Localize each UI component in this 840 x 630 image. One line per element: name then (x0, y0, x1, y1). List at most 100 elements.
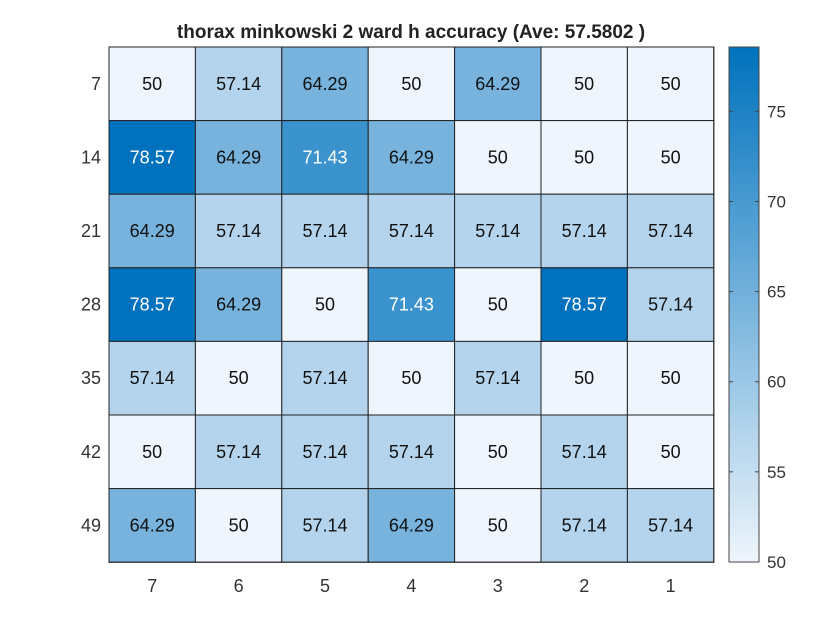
cell-value-label: 57.14 (302, 515, 347, 535)
heatmap-cell (540, 488, 628, 563)
cell-value-label: 64.29 (389, 515, 434, 535)
cell-value-label: 71.43 (389, 295, 434, 315)
heatmap-cell (281, 340, 369, 416)
y-tick-label: 49 (81, 515, 101, 535)
y-tick-label: 21 (81, 221, 101, 241)
cell-value-label: 64.29 (216, 147, 261, 167)
heatmap-cell (281, 120, 369, 195)
x-axis-ticks: 7 6 5 4 3 2 1 (147, 576, 675, 596)
heatmap-cell (454, 120, 542, 195)
heatmap-cell (626, 193, 715, 269)
heatmap-cell (108, 340, 196, 416)
cell-value-label: 57.14 (216, 74, 261, 94)
cell-value-label: 50 (661, 74, 681, 94)
cell-value-label: 50 (142, 442, 162, 462)
cell-value-label: 78.57 (130, 295, 175, 315)
heatmap-cell (367, 193, 456, 269)
cell-value-label: 64.29 (302, 74, 347, 94)
cell-value-label: 50 (488, 442, 508, 462)
cell-value-label: 50 (315, 295, 335, 315)
cell-value-label: 50 (661, 368, 681, 388)
heatmap-cell (108, 414, 196, 490)
x-tick-label: 4 (406, 576, 416, 596)
cell-value-label: 57.14 (475, 368, 520, 388)
cell-value-label: 50 (488, 295, 508, 315)
cell-value-label: 50 (229, 515, 249, 535)
heatmap-cells: 50 57.14 64.29 50 64.29 50 50 78.57 64.29 71.43 64… (108, 46, 715, 563)
heatmap-cell (626, 120, 715, 195)
cell-value-label: 50 (574, 74, 594, 94)
cell-value-label: 57.14 (302, 368, 347, 388)
heatmap-cell (454, 46, 542, 122)
heatmap-cell (540, 120, 628, 195)
colorbar-tick-label: 60 (767, 373, 786, 392)
cell-value-label: 57.14 (302, 442, 347, 462)
heatmap-cell (281, 414, 369, 490)
colorbar-tick-label: 65 (767, 283, 786, 302)
x-tick-label: 7 (147, 576, 157, 596)
cell-value-label: 50 (661, 442, 681, 462)
colorbar: 50 55 60 65 70 75 (728, 46, 786, 572)
cell-value-label: 50 (488, 515, 508, 535)
cell-value-label: 50 (661, 147, 681, 167)
chart-title: thorax minkowski 2 ward h accuracy (Ave:… (177, 22, 645, 43)
heatmap-cell (367, 488, 456, 563)
cell-value-label: 64.29 (389, 147, 434, 167)
heatmap-cell (194, 193, 283, 269)
cell-value-label: 57.14 (216, 221, 261, 241)
cell-value-label: 64.29 (475, 74, 520, 94)
heatmap-cell (540, 46, 628, 122)
heatmap-cell (108, 46, 196, 122)
heatmap-cell (194, 414, 283, 490)
cell-value-label: 57.14 (648, 221, 693, 241)
heatmap-cell (194, 46, 283, 122)
y-axis-ticks: 7 14 21 28 35 42 49 (81, 74, 101, 536)
cell-value-label: 78.57 (130, 147, 175, 167)
cell-value-label: 57.14 (648, 515, 693, 535)
colorbar-tick-label: 55 (767, 463, 786, 482)
x-tick-label: 3 (493, 576, 503, 596)
x-tick-label: 1 (666, 576, 676, 596)
cell-value-label: 57.14 (389, 442, 434, 462)
heatmap-cell (454, 488, 542, 563)
y-tick-label: 14 (81, 147, 101, 167)
y-tick-label: 28 (81, 295, 101, 315)
heatmap-cell (626, 488, 715, 563)
cell-value-label: 57.14 (648, 295, 693, 315)
plot-frame (108, 46, 715, 563)
cell-value-label: 50 (401, 368, 421, 388)
cell-value-label: 50 (142, 74, 162, 94)
cell-value-label: 50 (488, 147, 508, 167)
heatmap-cell (281, 488, 369, 563)
cell-value-label: 50 (574, 368, 594, 388)
cell-value-label: 50 (229, 368, 249, 388)
cell-value-label: 57.14 (562, 221, 607, 241)
heatmap-cell (194, 267, 283, 342)
cell-value-label: 57.14 (475, 221, 520, 241)
x-tick-label: 6 (234, 576, 244, 596)
heatmap-cell (540, 193, 628, 269)
heatmap-cell (108, 267, 196, 342)
cell-value-label: 57.14 (562, 515, 607, 535)
cell-value-label: 57.14 (130, 368, 175, 388)
heatmap-cell (626, 267, 715, 342)
y-tick-label: 7 (91, 74, 101, 94)
x-tick-label: 5 (320, 576, 330, 596)
cell-value-label: 57.14 (562, 442, 607, 462)
cell-value-label: 64.29 (130, 221, 175, 241)
heatmap-cell (454, 414, 542, 490)
heatmap-cell (540, 267, 628, 342)
heatmap-cell (626, 414, 715, 490)
heatmap-cell (108, 488, 196, 563)
heatmap-cell (626, 340, 715, 416)
y-tick-label: 35 (81, 368, 101, 388)
cell-value-label: 71.43 (302, 147, 347, 167)
colorbar-tick-label: 70 (767, 192, 786, 211)
colorbar-tick-label: 50 (767, 553, 786, 572)
heatmap-cell (367, 414, 456, 490)
cell-value-label: 57.14 (389, 221, 434, 241)
colorbar-gradient (728, 46, 760, 563)
cell-value-label: 50 (574, 147, 594, 167)
cell-value-label: 64.29 (216, 295, 261, 315)
